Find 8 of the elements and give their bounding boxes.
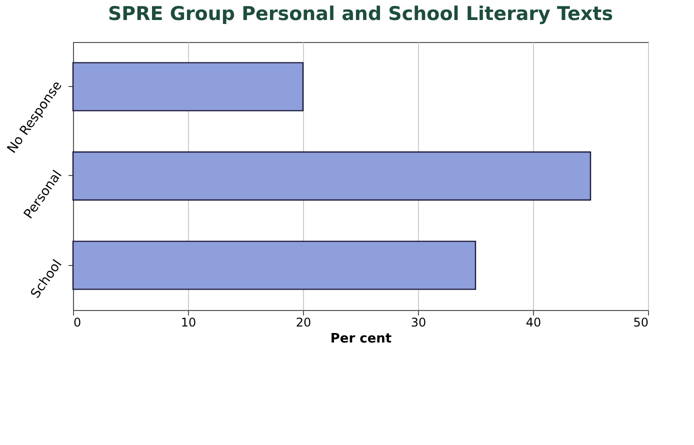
x-tick-label: 0 <box>74 316 82 330</box>
x-tick-label: 50 <box>633 316 648 330</box>
x-tick-label: 30 <box>410 316 426 330</box>
x-tick-label: 10 <box>180 316 196 330</box>
x-tick-label: 20 <box>296 316 312 330</box>
x-tick-label: 40 <box>526 316 542 330</box>
x-axis-title: Per cent <box>330 332 392 346</box>
chart-title: SPRE Group Personal and School Literary Texts <box>108 3 614 25</box>
